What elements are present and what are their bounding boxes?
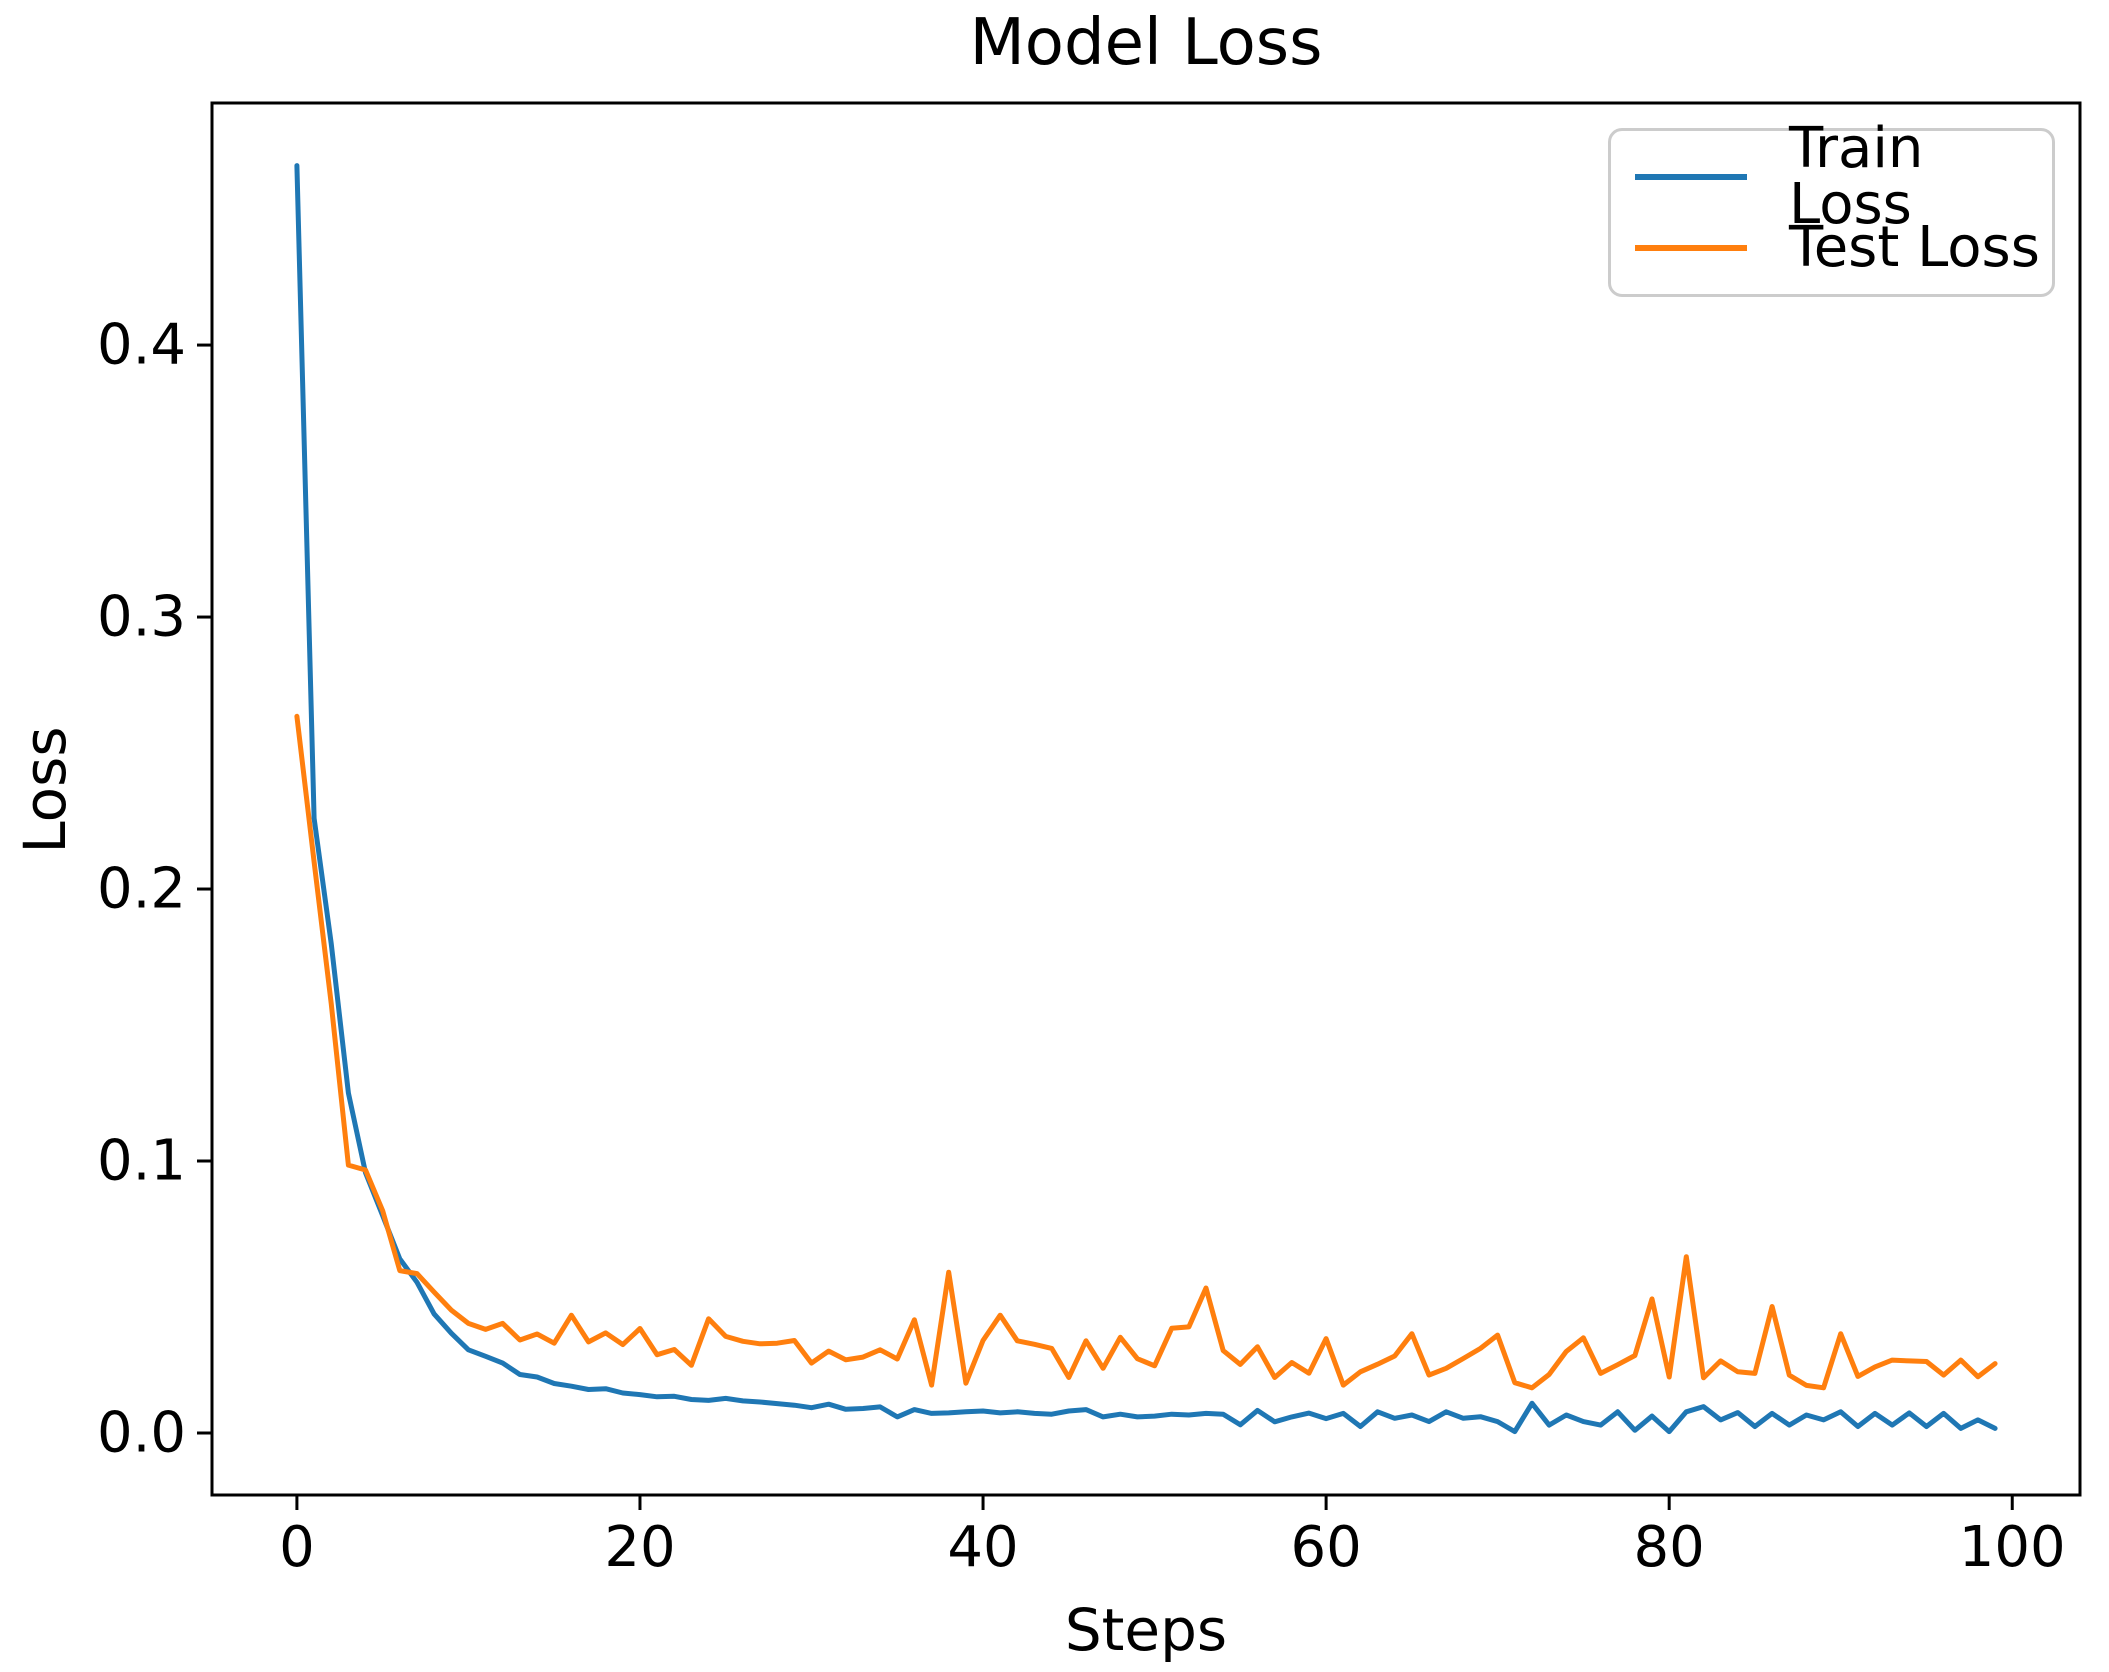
x-axis-label: Steps: [1064, 1596, 1228, 1664]
y-tick-label: 0.2: [97, 857, 186, 922]
y-tick-label: 0.1: [97, 1129, 186, 1194]
legend: Train Loss Test Loss: [1608, 121, 2055, 297]
legend-swatch-test-loss-line: [1635, 245, 1747, 251]
x-tick-label: 80: [1634, 1515, 1705, 1580]
x-tick-label: 60: [1290, 1515, 1361, 1580]
plot-frame: [210, 101, 2082, 1497]
legend-label-test-loss: Test Loss: [1789, 215, 2040, 280]
chart-title: Model Loss: [969, 6, 1323, 80]
x-tick-label: 20: [604, 1515, 675, 1580]
legend-item-train-loss: Train Loss: [1611, 121, 2052, 233]
y-tick-label: 0.0: [97, 1400, 186, 1465]
x-tick-label: 100: [1959, 1515, 2066, 1580]
train-loss-line: [294, 163, 1998, 1435]
y-tick-label: 0.3: [97, 585, 186, 650]
y-axis-label: Loss: [11, 726, 79, 854]
legend-item-test-loss: Test Loss: [1611, 217, 2052, 279]
legend-swatch-train-loss-line: [1635, 174, 1747, 180]
test-loss-line: [294, 713, 1998, 1391]
x-tick-label: 0: [279, 1515, 315, 1580]
legend-label-train-loss: Train Loss: [1789, 116, 1924, 237]
x-tick-label: 40: [947, 1515, 1018, 1580]
y-tick-label: 0.4: [97, 313, 186, 378]
